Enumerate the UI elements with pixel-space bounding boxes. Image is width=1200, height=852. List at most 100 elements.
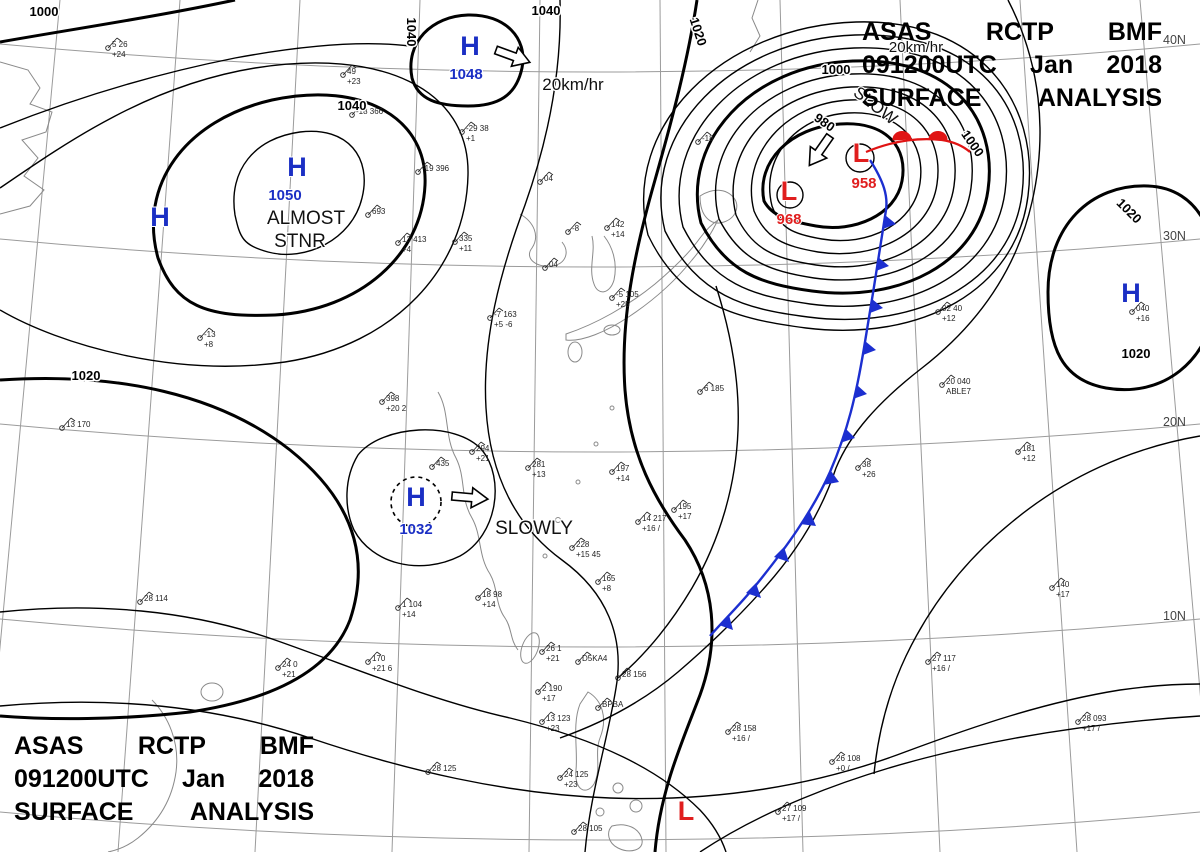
- grid-line: [727, 721, 738, 733]
- map-shape: [137, 599, 143, 605]
- map-path: [660, 34, 1024, 321]
- station-value: +21: [282, 670, 296, 679]
- station-value: +14: [482, 600, 496, 609]
- grid-line: [360, 104, 366, 109]
- map-shape: [615, 675, 621, 681]
- station-value: 04: [549, 260, 558, 269]
- grid-line: [573, 821, 584, 833]
- movement-arrow-icon: [493, 45, 532, 68]
- chart-datetime: 091200UTC Jan 2018: [14, 765, 314, 793]
- map-shape: [557, 775, 563, 781]
- station-value: +25: [616, 300, 630, 309]
- chart-datetime: 091200UTC Jan 2018: [862, 51, 1162, 79]
- map-shape: [609, 405, 615, 411]
- cold-front-triangle: [870, 299, 883, 313]
- grid-line: [941, 374, 952, 386]
- station-value: 28 105: [578, 824, 603, 833]
- map-shape: [415, 169, 421, 175]
- station-plot: -13+8: [197, 327, 216, 349]
- station-value: +15 45: [576, 550, 601, 559]
- grid-line: [1051, 577, 1062, 589]
- map-shape: [569, 545, 575, 551]
- annotation-label: ALMOST: [267, 208, 346, 229]
- latitude-label: 40N: [1163, 33, 1186, 47]
- station-plot: -18: [695, 131, 714, 145]
- cold-front-triangle: [774, 547, 789, 562]
- station-value: 28 125: [432, 764, 457, 773]
- grid-line: [777, 801, 788, 813]
- warm-front-semicircle: [928, 131, 948, 141]
- map-shape: [1049, 585, 1055, 591]
- pressure-center-symbol: L: [853, 138, 870, 168]
- map-path: [749, 0, 761, 53]
- station-value: +5 -6: [494, 320, 513, 329]
- station-plot: 28 158+16 /: [725, 721, 757, 743]
- map-shape: [609, 295, 615, 301]
- station-value: 13 413: [402, 235, 427, 244]
- grid-line: [682, 499, 688, 504]
- station-value: +16: [1136, 314, 1150, 323]
- grid-line: [541, 641, 552, 653]
- grid-line: [367, 204, 378, 216]
- station-plot: 26 108+0 /: [829, 751, 861, 773]
- grid-line: [486, 587, 492, 592]
- grid-line: [470, 121, 476, 126]
- map-shape: [575, 659, 581, 665]
- grid-line: [786, 801, 792, 806]
- station-value: 28 114: [144, 594, 168, 603]
- grid-line: [646, 511, 652, 516]
- cold-front-triangle: [863, 341, 876, 355]
- grid-line: [550, 711, 556, 716]
- map-path: [519, 213, 567, 267]
- map-shape: [604, 225, 610, 231]
- coastlines: [0, 0, 761, 852]
- grid-line: [139, 591, 150, 603]
- map-path: [622, 0, 714, 852]
- map-shape: [1075, 719, 1081, 725]
- grid-line: [480, 441, 486, 446]
- station-value: -19 396: [422, 164, 450, 173]
- map-path: [1046, 184, 1200, 392]
- cold-front-triangle: [800, 512, 816, 526]
- grid-line: [937, 301, 948, 313]
- map-shape: [365, 659, 371, 665]
- station-value: +13: [532, 470, 546, 479]
- station-value: +17 /: [1082, 724, 1101, 733]
- grid-line: [736, 721, 742, 726]
- station-value: 195: [678, 502, 692, 511]
- map-shape: [452, 239, 458, 245]
- isobar-label: 1040: [532, 3, 561, 18]
- station-plot: 197+14: [609, 461, 630, 483]
- grid-line: [351, 64, 357, 69]
- station-value: +21: [476, 454, 490, 463]
- map-path: [617, 285, 739, 679]
- grid-line: [0, 0, 61, 653]
- station-value: 24 125: [564, 770, 589, 779]
- isobar-label: 1040: [338, 98, 367, 113]
- cold-front-triangle: [853, 385, 867, 399]
- grid-line: [699, 381, 710, 393]
- station-plot: 170+21 6: [365, 651, 393, 673]
- grid-line: [576, 221, 582, 226]
- station-plot: 693: [365, 204, 386, 218]
- map-shape: [565, 229, 571, 235]
- station-plot: 24 125+23: [557, 767, 589, 789]
- grid-line: [548, 171, 554, 176]
- grid-line: [857, 457, 868, 469]
- station-plot: 13 123+23: [539, 711, 571, 733]
- map-shape: [775, 809, 781, 815]
- isobar-label: 1020: [72, 368, 101, 383]
- grid-line: [708, 381, 714, 386]
- movement-arrows: [450, 45, 835, 510]
- station-value: -18: [702, 134, 714, 143]
- map-shape: [542, 265, 548, 271]
- map-shape: [567, 341, 583, 363]
- grid-line: [580, 537, 586, 542]
- station-value: 181: [1022, 444, 1036, 453]
- station-value: 13 170: [66, 420, 91, 429]
- map-shape: [635, 519, 641, 525]
- station-plot: 14 217+16 /: [635, 511, 667, 533]
- grid-line: [406, 597, 412, 602]
- pressure-center-symbol: L: [678, 796, 695, 826]
